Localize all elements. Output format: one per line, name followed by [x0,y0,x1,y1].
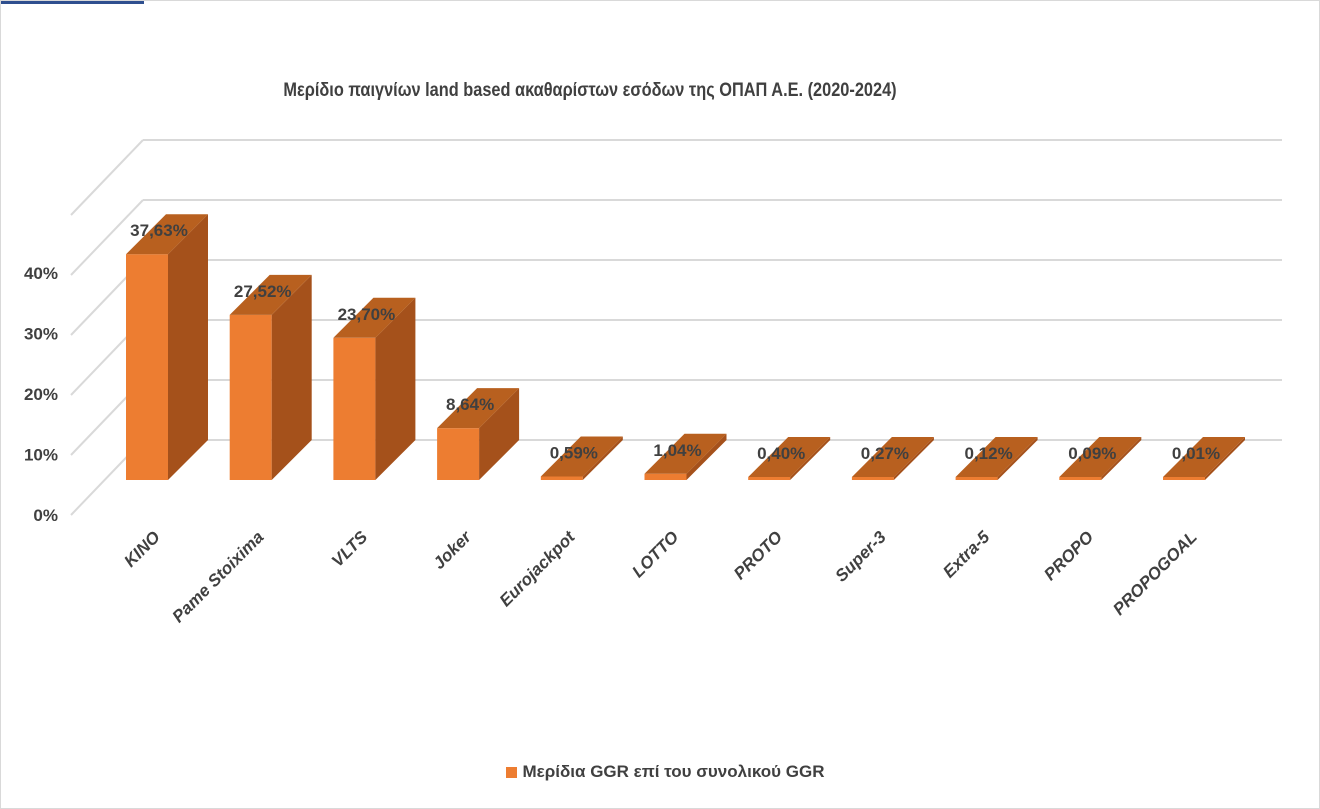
data-label: 0,09% [1068,444,1116,463]
bar [955,437,1038,480]
bar-front [437,428,480,480]
category-label: PROPOGOAL [1109,527,1201,619]
category-label: KINO [120,527,163,570]
bar-front [851,477,894,480]
bar-top [229,274,312,315]
bar [1163,437,1245,480]
bar-side [686,433,727,480]
legend-swatch [505,766,517,778]
y-tick-label: 0% [33,506,58,525]
bar-top [1059,437,1142,477]
data-label: 1,04% [653,441,701,460]
bar-top [126,214,208,255]
bar [1059,437,1142,480]
bar-side [790,437,831,480]
bar [229,274,312,480]
bar-front [1059,477,1102,480]
bar-front [229,314,272,480]
bar-top [851,437,934,477]
category-label: Pame Stoixima [169,527,268,626]
data-label: 0,27% [861,444,909,463]
bar-front [748,477,791,480]
bar-side [582,436,623,480]
bar-side [893,437,934,480]
legend-label: Μερίδια GGR επί του συνολικού GGR [522,762,825,781]
data-labels: 37,63% 27,52% 23,70% 8,64% 0,59% 1,04% 0,40% 0,… [130,221,1220,463]
category-label: Super-3 [832,527,891,586]
category-label: PROTO [730,527,786,583]
data-label: 27,52% [234,282,292,301]
bar [540,436,623,480]
category-label: VLTS [328,527,372,571]
bar-top [955,437,1038,477]
data-label: 0,59% [550,443,598,462]
corner-tab [1,1,144,4]
bar-side [375,297,416,480]
bar [437,388,520,480]
category-label: LOTTO [628,527,682,581]
bar [333,297,416,480]
data-label: 0,12% [964,444,1012,463]
bar-side [479,388,520,480]
bar-front [333,337,376,480]
bar [126,214,208,480]
bar-front [644,473,687,480]
category-label: Joker [429,526,475,572]
bar-top [748,437,831,477]
chart-title: Μερίδιο παιγνίων land based ακαθαρίστων … [283,80,897,101]
category-label: Eurojackpot [496,526,580,610]
y-tick-label: 30% [24,325,58,344]
data-label: 37,63% [130,221,188,240]
category-label: PROPO [1040,527,1097,584]
y-tick-label: 10% [24,446,58,465]
y-tick-label: 40% [24,264,58,283]
y-tick-label: 20% [24,385,58,404]
bar-side [997,437,1038,480]
bar-top [540,436,623,477]
data-label: 0,01% [1172,444,1220,463]
bar-top [333,297,416,338]
bar [851,437,934,480]
bar-front [126,254,168,480]
y-axis-ticks: 0% 10% 20% 30% 40% [24,264,58,525]
bar-top [644,433,727,474]
bar-front [1163,477,1205,480]
bar-front [540,476,583,480]
bar-side [1101,437,1142,480]
gridline-side [70,139,144,216]
category-labels: KINO Pame Stoixima VLTS Joker Eurojackpot LOT… [120,526,1200,626]
bar-side [168,214,208,480]
legend: Μερίδια GGR επί του συνολικού GGR [0,762,1320,783]
bar-front [955,477,998,480]
bar [644,433,727,480]
data-label: 8,64% [446,395,494,414]
bar-top [437,388,520,429]
data-label: 23,70% [338,305,396,324]
bar-side [1205,437,1245,480]
bar [748,437,831,480]
bars [126,214,1245,480]
category-label: Extra-5 [939,527,994,582]
bar-top [1163,437,1245,477]
data-label: 0,40% [757,444,805,463]
gridline-side [70,199,144,276]
bar-side [271,274,312,480]
